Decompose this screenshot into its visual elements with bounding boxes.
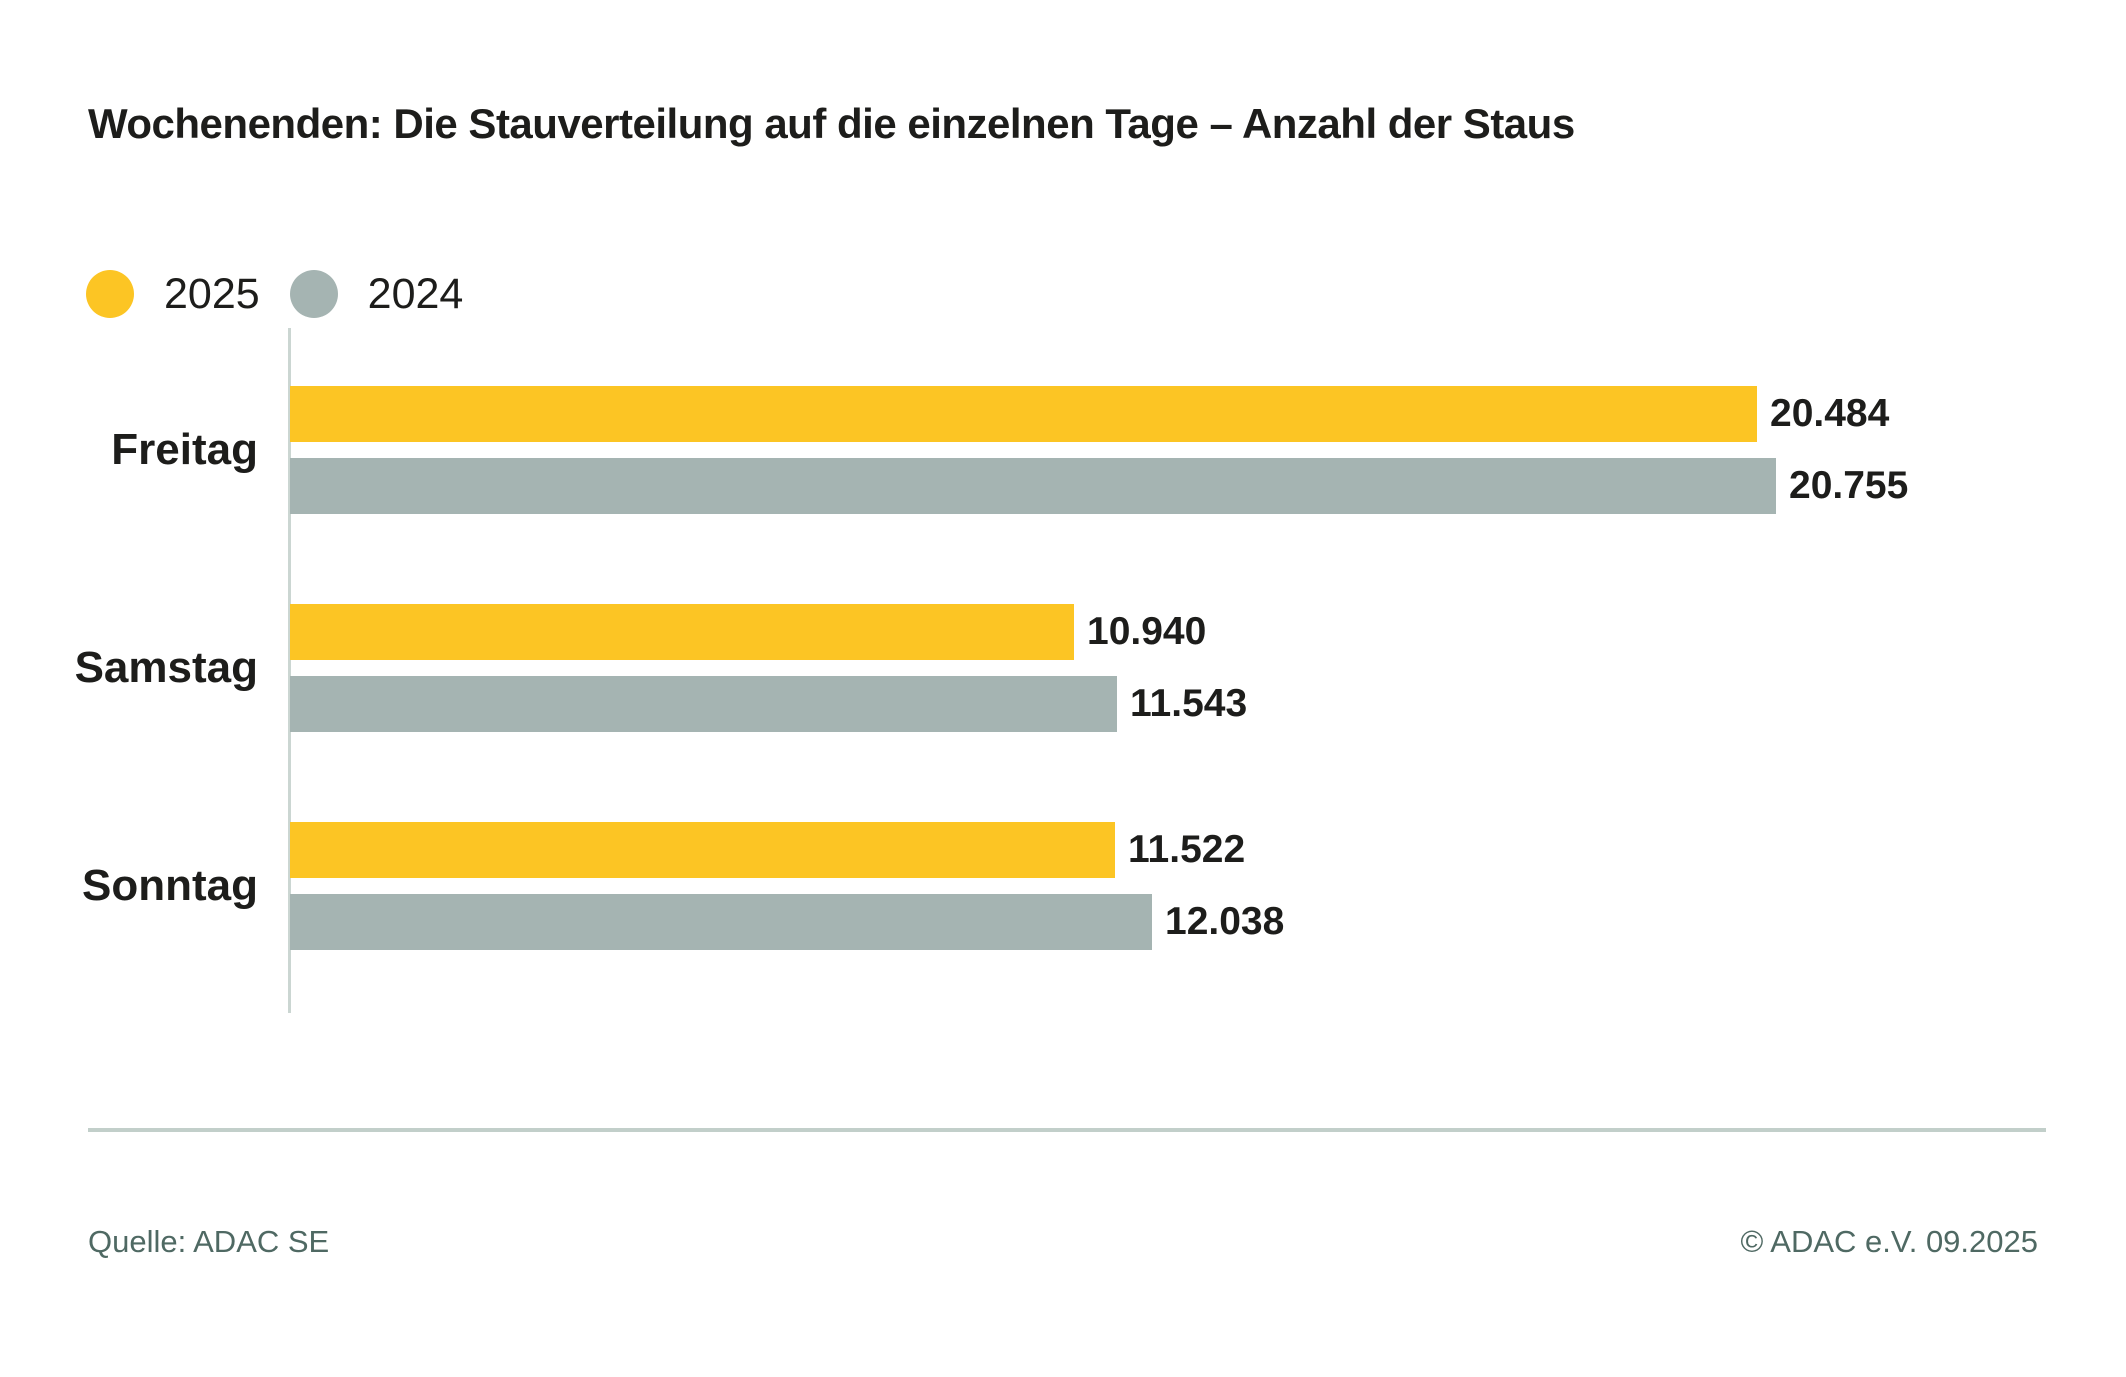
bar-row: 11.522	[290, 822, 1245, 878]
value-label-freitag-2025: 20.484	[1770, 392, 1890, 435]
bar-freitag-2025	[290, 386, 1757, 442]
legend-label-2025: 2025	[164, 270, 260, 318]
legend-dot-2025	[86, 270, 134, 318]
bar-freitag-2024	[290, 458, 1776, 514]
copyright-text: © ADAC e.V. 09.2025	[1740, 1224, 2038, 1259]
bar-sonntag-2024	[290, 894, 1152, 950]
bar-row: 12.038	[290, 894, 1284, 950]
category-label-samstag: Samstag	[74, 643, 258, 692]
legend-dot-2024	[289, 270, 338, 318]
bar-row: 11.543	[290, 676, 1247, 732]
bar-samstag-2024	[290, 676, 1117, 732]
bar-samstag-2025	[290, 604, 1074, 660]
value-label-samstag-2024: 11.543	[1130, 682, 1248, 725]
legend: 2025 2024	[86, 270, 463, 318]
bar-group-sonntag: Sonntag 11.522 12.038	[0, 822, 2126, 950]
y-axis-line	[288, 328, 291, 1013]
bar-row: 20.484	[290, 386, 1889, 442]
bar-row: 20.755	[290, 458, 1908, 514]
value-label-freitag-2024: 20.755	[1789, 464, 1909, 507]
value-label-samstag-2025: 10.940	[1087, 610, 1207, 653]
footer-divider	[88, 1128, 2046, 1132]
chart-title: Wochenenden: Die Stauverteilung auf die …	[88, 100, 1575, 147]
bar-group-samstag: Samstag 10.940 11.543	[0, 604, 2126, 732]
category-label-freitag: Freitag	[111, 425, 258, 474]
bar-sonntag-2025	[290, 822, 1115, 878]
bar-group-freitag: Freitag 20.484 20.755	[0, 386, 2126, 514]
source-text: Quelle: ADAC SE	[88, 1224, 330, 1259]
category-label-sonntag: Sonntag	[82, 861, 258, 910]
value-label-sonntag-2025: 11.522	[1128, 828, 1246, 871]
bar-row: 10.940	[290, 604, 1206, 660]
legend-label-2024: 2024	[367, 270, 464, 318]
value-label-sonntag-2024: 12.038	[1165, 900, 1285, 943]
